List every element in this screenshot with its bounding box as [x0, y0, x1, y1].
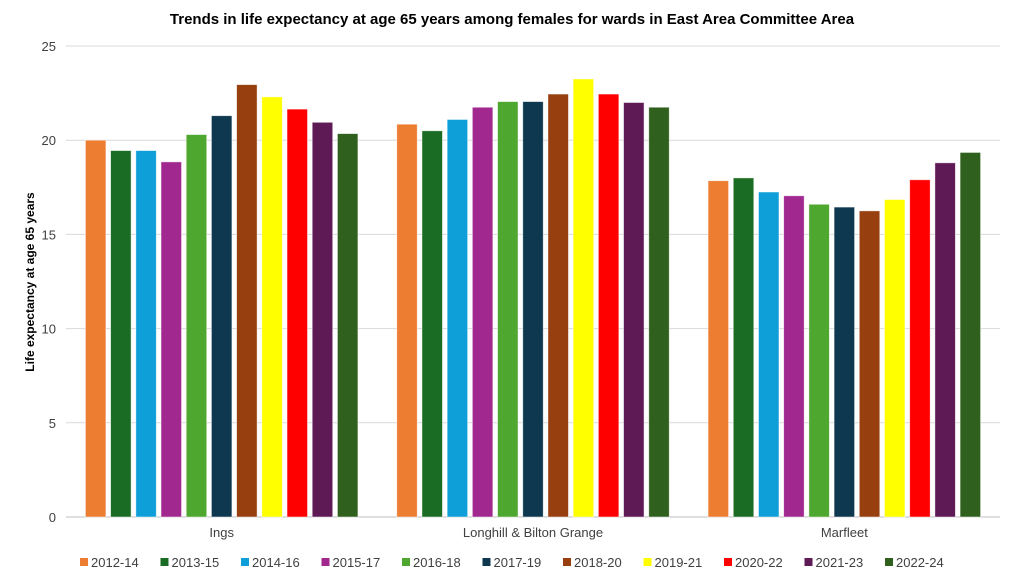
- bar-2016-18-longhill-bilton-grange: [497, 101, 519, 518]
- bar-2015-17-ings: [160, 161, 182, 518]
- legend-item: 2019-21: [643, 555, 703, 570]
- legend-label: 2014-16: [252, 555, 300, 570]
- legend-label: 2017-19: [494, 555, 542, 570]
- bar-2019-21-longhill-bilton-grange: [572, 78, 595, 518]
- bar-2016-18-marfleet: [808, 203, 830, 518]
- legend-label: 2021-23: [816, 555, 864, 570]
- legend-swatch: [80, 558, 88, 566]
- legend-swatch: [241, 558, 249, 566]
- bar-2017-19-longhill-bilton-grange: [522, 101, 544, 518]
- y-axis-label: Life expectancy at age 65 years: [23, 192, 37, 372]
- y-tick-label: 0: [49, 510, 56, 525]
- legend-item: 2013-15: [160, 555, 220, 570]
- y-tick-label: 5: [49, 416, 56, 431]
- y-tick-label: 15: [42, 227, 56, 242]
- legend-item: 2014-16: [241, 555, 300, 570]
- chart-title: Trends in life expectancy at age 65 year…: [170, 11, 855, 28]
- bar-2014-16-longhill-bilton-grange: [446, 119, 469, 518]
- legend-item: 2016-18: [402, 555, 461, 570]
- bar-2013-15-marfleet: [732, 177, 755, 518]
- bar-2017-19-ings: [211, 115, 233, 518]
- bar-2013-15-longhill-bilton-grange: [421, 130, 443, 518]
- legend-label: 2018-20: [574, 555, 622, 570]
- legend-swatch: [885, 558, 893, 566]
- bar-2020-22-ings: [286, 108, 308, 518]
- legend-swatch: [563, 558, 571, 566]
- legend-swatch: [724, 558, 732, 566]
- legend-swatch: [482, 558, 491, 566]
- x-category-label: Ings: [209, 525, 234, 540]
- bar-2012-14-longhill-bilton-grange: [396, 123, 418, 518]
- bar-2013-15-ings: [110, 150, 132, 518]
- legend-item: 2018-20: [563, 555, 622, 570]
- legend-swatch: [321, 558, 330, 566]
- bar-2018-20-ings: [236, 84, 258, 518]
- legend-label: 2020-22: [735, 555, 783, 570]
- bar-2015-17-longhill-bilton-grange: [471, 106, 494, 518]
- y-tick-label: 20: [42, 133, 56, 148]
- legend-swatch: [402, 558, 410, 566]
- legend-swatch: [643, 558, 652, 566]
- y-tick-label: 10: [42, 322, 56, 337]
- bar-2018-20-longhill-bilton-grange: [547, 93, 569, 518]
- bar-2019-21-ings: [261, 96, 283, 518]
- bar-2021-23-ings: [311, 121, 334, 518]
- legend-item: 2021-23: [804, 555, 864, 570]
- legend-item: 2015-17: [321, 555, 381, 570]
- legend-label: 2022-24: [896, 555, 944, 570]
- bar-2021-23-marfleet: [934, 162, 956, 518]
- x-category-label: Longhill & Bilton Grange: [463, 525, 603, 540]
- bar-2022-24-marfleet: [959, 152, 981, 518]
- legend-item: 2020-22: [724, 555, 783, 570]
- legend-item: 2022-24: [885, 555, 944, 570]
- bar-2012-14-marfleet: [707, 180, 729, 518]
- bar-2020-22-longhill-bilton-grange: [597, 93, 620, 518]
- legend-item: 2017-19: [482, 555, 542, 570]
- legend-swatch: [160, 558, 169, 566]
- legend-label: 2016-18: [413, 555, 461, 570]
- legend-label: 2012-14: [91, 555, 139, 570]
- bar-2021-23-longhill-bilton-grange: [623, 102, 645, 518]
- legend-label: 2015-17: [333, 555, 381, 570]
- bar-2019-21-marfleet: [884, 199, 906, 518]
- x-category-label: Marfleet: [821, 525, 868, 540]
- bar-2022-24-ings: [337, 133, 359, 518]
- bar-2015-17-marfleet: [783, 195, 805, 518]
- bar-2018-20-marfleet: [858, 210, 881, 518]
- bar-2014-16-ings: [135, 150, 157, 518]
- legend-label: 2019-21: [655, 555, 703, 570]
- bar-2014-16-marfleet: [758, 191, 780, 518]
- bar-2022-24-longhill-bilton-grange: [648, 106, 670, 518]
- y-tick-label: 25: [42, 39, 56, 54]
- bar-2012-14-ings: [85, 139, 107, 518]
- bar-2016-18-ings: [185, 134, 208, 518]
- bar-2020-22-marfleet: [909, 179, 931, 518]
- legend-label: 2013-15: [172, 555, 220, 570]
- bar-2017-19-marfleet: [833, 206, 855, 518]
- legend-swatch: [804, 558, 813, 566]
- legend-item: 2012-14: [80, 555, 139, 570]
